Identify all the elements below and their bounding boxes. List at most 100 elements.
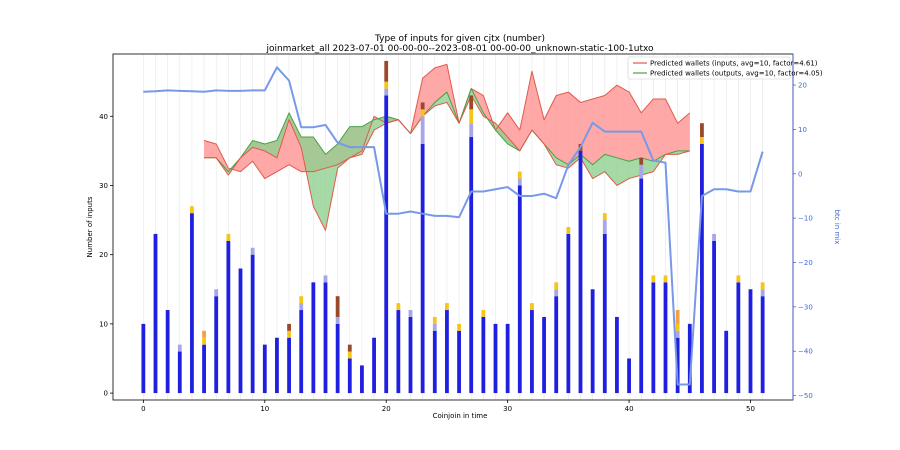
bar-main-segment xyxy=(347,358,352,394)
bar-yellow-segment xyxy=(347,351,352,359)
x-axis-label: Coinjoin in time xyxy=(433,412,488,420)
bar-main-segment xyxy=(627,358,631,394)
bar-light-segment xyxy=(323,275,328,283)
bar-main-segment xyxy=(578,150,583,394)
y-right-tick-label: −50 xyxy=(798,392,813,400)
bar-yellow-segment xyxy=(530,303,534,311)
bar-main-segment xyxy=(493,323,498,394)
bar-main-segment xyxy=(287,337,291,394)
chart-subtitle: joinmarket_all 2023-07-01 00-00-00--2023… xyxy=(265,44,654,54)
bar-main-segment xyxy=(311,282,316,394)
y-right-tick-label: 20 xyxy=(798,82,807,90)
bar-light-segment xyxy=(469,123,474,138)
inputs-band xyxy=(204,64,690,179)
x-tick-label: 0 xyxy=(141,405,145,413)
bar-light-segment xyxy=(760,289,765,297)
bar-yellow-segment xyxy=(469,109,474,124)
y-right-tick-label: −10 xyxy=(798,215,813,223)
bar-yellow-segment xyxy=(602,213,607,221)
bar-light-segment xyxy=(517,178,522,186)
bar-main-segment xyxy=(153,233,158,394)
bar-yellow-segment xyxy=(384,81,389,89)
legend-outputs-label: Predicted wallets (outputs, avg=10, fact… xyxy=(650,70,823,78)
bar-orange-segment xyxy=(675,310,680,324)
bar-main-segment xyxy=(372,337,376,394)
y-tick-label: 30 xyxy=(99,182,108,190)
btc-in-mix-line xyxy=(143,66,764,386)
bar-brown-segment xyxy=(287,323,291,331)
bar-yellow-segment xyxy=(202,337,206,345)
x-tick-label: 10 xyxy=(260,405,269,413)
x-tick-label: 30 xyxy=(503,405,512,413)
bar-light-segment xyxy=(177,344,182,352)
bar-yellow-segment xyxy=(287,330,291,338)
bar-light-segment xyxy=(420,116,425,144)
bar-yellow-segment xyxy=(481,310,486,317)
bar-yellow-segment xyxy=(445,303,449,311)
bar-main-segment xyxy=(323,282,328,394)
bar-yellow-segment xyxy=(420,109,425,117)
bar-yellow-segment xyxy=(457,323,461,331)
y-right-tick-label: −40 xyxy=(798,348,813,356)
x-tick-label: 20 xyxy=(382,405,391,413)
y-ticks-right: −50 −40 −30 −20 −10 0 10 20 xyxy=(793,82,813,400)
bar-main-segment xyxy=(602,233,607,394)
bar-main-segment xyxy=(262,344,267,394)
bar-orange-segment xyxy=(202,330,206,338)
bar-yellow-segment xyxy=(700,137,704,144)
bar-light-segment xyxy=(335,316,340,324)
bar-yellow-segment xyxy=(651,275,656,283)
bar-main-segment xyxy=(505,323,510,394)
bar-main-segment xyxy=(226,240,231,394)
bar-main-segment xyxy=(360,365,364,394)
bar-light-segment xyxy=(384,88,389,96)
y-right-tick-label: 10 xyxy=(798,126,807,134)
bar-main-segment xyxy=(748,289,753,394)
bar-yellow-segment xyxy=(760,282,765,290)
y-right-tick-label: −20 xyxy=(798,259,813,267)
bar-main-segment xyxy=(590,289,595,394)
bar-main-segment xyxy=(712,240,716,394)
x-ticks: 0 10 20 30 40 50 xyxy=(141,400,755,413)
bar-yellow-segment xyxy=(299,296,304,304)
bar-light-segment xyxy=(408,310,413,317)
bar-main-segment xyxy=(396,310,401,394)
bar-light-segment xyxy=(432,323,437,331)
bar-light-segment xyxy=(712,233,716,241)
bar-main-segment xyxy=(202,344,206,394)
bar-main-segment xyxy=(687,323,692,394)
bar-main-segment xyxy=(542,316,546,394)
bar-light-segment xyxy=(250,247,255,255)
bar-yellow-segment xyxy=(566,227,571,234)
bar-main-segment xyxy=(651,282,656,394)
bar-light-segment xyxy=(214,289,219,297)
fill-layer xyxy=(203,63,691,231)
bar-main-segment xyxy=(432,330,437,394)
bar-brown-segment xyxy=(384,60,389,82)
outputs-band xyxy=(204,88,690,231)
bar-main-segment xyxy=(736,282,741,394)
bar-main-segment xyxy=(457,330,461,394)
bar-main-segment xyxy=(335,323,340,394)
bar-yellow-segment xyxy=(554,282,559,290)
bar-main-segment xyxy=(177,351,182,394)
bar-main-segment xyxy=(445,310,449,394)
y-tick-label: 10 xyxy=(99,320,108,328)
bar-light-segment xyxy=(554,289,559,297)
bar-main-segment xyxy=(408,316,413,394)
bar-main-segment xyxy=(420,143,425,394)
y-axis-label: Number of inputs xyxy=(86,196,94,257)
outputs-upper-line xyxy=(204,88,690,173)
bar-brown-segment xyxy=(347,344,352,352)
bar-main-segment xyxy=(165,310,170,394)
bar-brown-segment xyxy=(700,123,704,138)
bar-yellow-segment xyxy=(432,316,437,324)
bar-main-segment xyxy=(724,330,729,394)
bar-main-segment xyxy=(275,337,279,394)
bar-main-segment xyxy=(615,316,619,394)
bar-light-segment xyxy=(299,303,304,311)
bar-main-segment xyxy=(566,233,571,394)
bar-yellow-segment xyxy=(517,171,522,179)
bar-light-segment xyxy=(602,220,607,234)
